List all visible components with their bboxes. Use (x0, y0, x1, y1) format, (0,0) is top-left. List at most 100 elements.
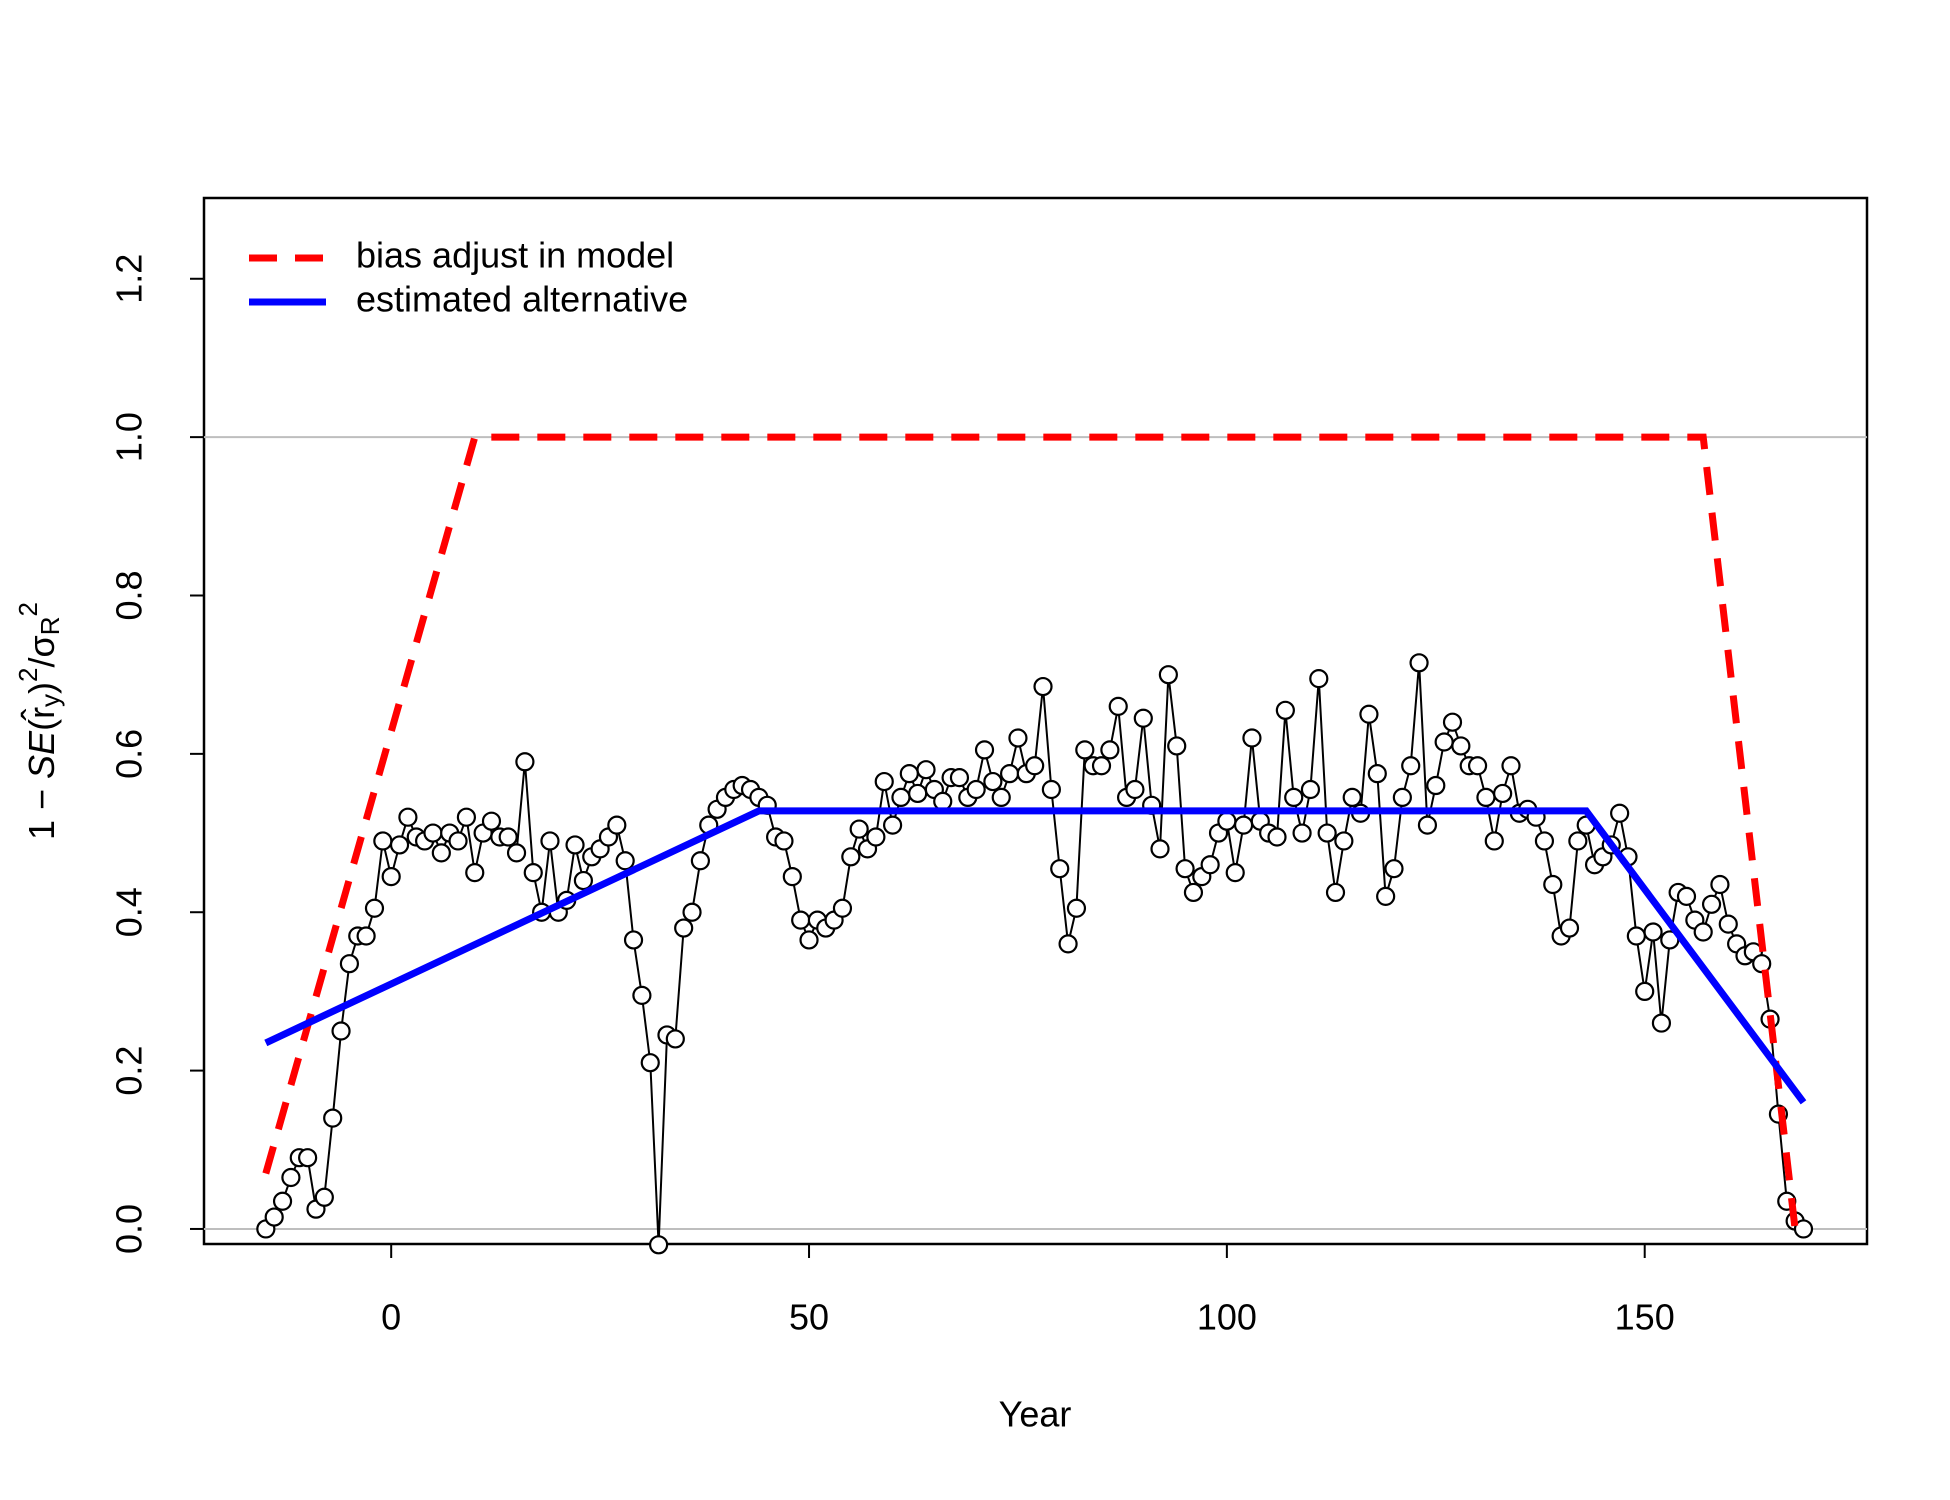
data-point (1693, 922, 1713, 942)
data-point (1543, 874, 1563, 895)
data-point (1451, 736, 1471, 756)
data-point (281, 1167, 301, 1188)
data-point (1610, 803, 1630, 823)
data-point (1367, 764, 1387, 784)
data-point (615, 851, 635, 871)
data-point (1050, 859, 1070, 879)
data-point (1793, 1219, 1814, 1239)
data-point (1167, 736, 1187, 756)
x-tick-label: 100 (1197, 1297, 1257, 1338)
data-point (674, 918, 694, 938)
data-point (1718, 914, 1738, 934)
data-point (966, 779, 986, 800)
data-point (481, 811, 502, 831)
data-point (899, 764, 919, 784)
data-point (573, 870, 593, 891)
data-point (774, 831, 794, 851)
y-tick-label: 0.6 (109, 729, 150, 779)
data-point (456, 807, 477, 827)
y-axis-label-part: (r̂ (19, 707, 62, 731)
data-point (1676, 886, 1697, 906)
y-axis-label-part: y (35, 694, 65, 707)
data-point (331, 1021, 351, 1041)
data-point (1133, 708, 1153, 728)
data-point (682, 902, 702, 922)
data-point (1701, 894, 1722, 914)
data-point (908, 783, 928, 804)
y-tick-label: 0.8 (109, 570, 150, 620)
data-point (1033, 676, 1053, 697)
data-point (1225, 863, 1245, 883)
data-point (506, 843, 527, 863)
data-point (1233, 815, 1254, 835)
data-point (1325, 882, 1346, 903)
x-tick-label: 0 (381, 1297, 401, 1338)
data-point (1442, 712, 1463, 732)
data-point (1317, 823, 1337, 843)
y-axis-label-part: ) (21, 682, 62, 694)
data-point (498, 827, 518, 847)
data-point (849, 819, 869, 839)
data-point (1534, 831, 1555, 851)
data-point (1467, 756, 1488, 776)
data-point (933, 791, 953, 811)
data-point (264, 1207, 284, 1227)
data-point (665, 1029, 685, 1049)
data-point (1158, 665, 1178, 685)
data-point (1359, 704, 1379, 724)
data-point (1108, 696, 1128, 716)
data-point (1476, 787, 1496, 808)
data-point (791, 910, 811, 930)
data-point (381, 866, 401, 887)
data-point (398, 807, 418, 827)
data-point (799, 930, 819, 950)
data-point (1493, 783, 1513, 804)
data-point (782, 866, 802, 887)
data-point (866, 827, 886, 847)
y-tick-label: 1.0 (109, 412, 150, 462)
data-point (690, 851, 710, 871)
data-point (431, 843, 451, 863)
data-point (607, 815, 627, 835)
data-point (298, 1148, 318, 1168)
data-point (882, 815, 903, 835)
data-point (874, 771, 894, 792)
data-point (523, 863, 543, 883)
data-point (356, 926, 376, 946)
legend-label: bias adjust in model (356, 235, 674, 276)
data-point (1242, 728, 1262, 748)
data-point (983, 771, 1003, 792)
data-point (339, 954, 360, 974)
data-point (465, 863, 485, 883)
data-point (1008, 728, 1028, 748)
series-line (264, 807, 1807, 1105)
data-point (1635, 981, 1655, 1002)
y-axis-label-part: 2 (13, 667, 43, 681)
data-point (1342, 787, 1362, 808)
data-point (1384, 859, 1404, 879)
data-point (1434, 732, 1454, 752)
x-axis-label: Year (999, 1394, 1072, 1435)
data-point (991, 787, 1011, 808)
data-point (1217, 811, 1237, 831)
data-point (1376, 886, 1396, 906)
y-axis-label: 1 − SE(r̂y)2/σR2 (13, 602, 65, 840)
data-point (565, 835, 585, 855)
data-point (1267, 827, 1287, 847)
data-point (623, 930, 644, 950)
data-point (1501, 756, 1521, 776)
data-point (1401, 756, 1421, 776)
data-point (1484, 831, 1504, 851)
data-point (515, 752, 535, 772)
data-point (423, 823, 443, 843)
data-point (364, 898, 385, 918)
y-axis-label-part: SE (21, 730, 62, 779)
data-point (389, 835, 410, 855)
series-line (264, 662, 1805, 1245)
y-tick-label: 0.0 (109, 1204, 150, 1254)
data-point (1300, 779, 1321, 800)
data-point (916, 760, 936, 780)
y-tick-label: 0.4 (109, 887, 150, 937)
data-point (632, 985, 652, 1005)
data-point (1309, 669, 1329, 689)
